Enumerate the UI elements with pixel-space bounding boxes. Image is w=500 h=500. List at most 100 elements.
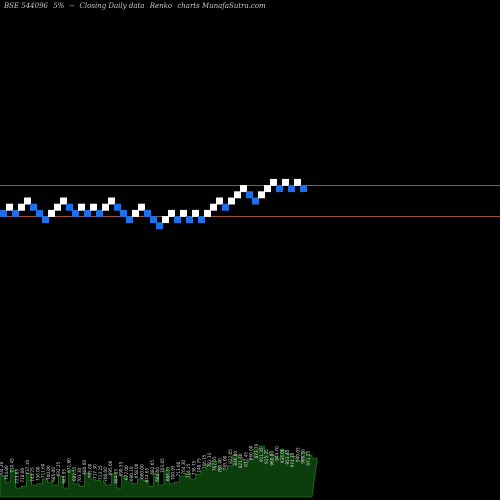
title-chart-kind: Renko <box>149 2 173 10</box>
chart-title: BSE 544096 5% -- Closing Daily data Renk… <box>4 2 269 10</box>
volume-label: 953.40 <box>285 450 290 465</box>
renko-brick-up <box>258 191 265 199</box>
renko-brick-up <box>162 216 169 224</box>
renko-brick-down <box>42 216 49 224</box>
volume-panel <box>0 445 318 498</box>
renko-brick-up <box>294 178 301 186</box>
volume-label: 683.95 <box>61 469 66 484</box>
renko-brick-up <box>132 209 139 217</box>
volume-label: 760.00 <box>217 458 222 473</box>
renko-brick-up <box>90 203 97 211</box>
volume-label: 846.00 <box>233 451 238 466</box>
renko-brick-down <box>120 209 127 217</box>
renko-brick-up <box>234 191 241 199</box>
renko-bricks <box>0 178 307 230</box>
renko-brick-down <box>174 216 181 224</box>
renko-brick-up <box>6 203 13 211</box>
volume-label: 940.05 <box>295 447 300 462</box>
volume-label: 710.45 <box>9 458 14 473</box>
volume-label: 767.05 <box>212 456 217 471</box>
volume-label: 718.00 <box>20 468 25 483</box>
renko-brick-down <box>84 209 91 217</box>
volume-label: 704.20 <box>0 461 4 476</box>
renko-brick-down <box>66 203 73 211</box>
volume-label: 766.75 <box>202 454 207 469</box>
renko-brick-down <box>150 216 157 224</box>
volume-label: 911.35 <box>259 447 264 462</box>
volume-label: 704.80 <box>4 465 9 480</box>
volume-label: 685.00 <box>51 467 56 482</box>
volume-label: 671.80 <box>67 458 72 473</box>
volume-label: 971.25 <box>306 451 311 466</box>
renko-brick-down <box>96 209 103 217</box>
renko-brick-up <box>138 203 145 211</box>
renko-brick-up <box>228 197 235 205</box>
renko-brick-down <box>252 197 259 205</box>
volume-label: 713.00 <box>176 461 181 476</box>
renko-brick-up <box>54 203 61 211</box>
volume-label: 700.00 <box>46 465 51 480</box>
volume-label: 682.65 <box>150 460 155 475</box>
renko-brick-up <box>108 197 115 205</box>
title-brick-size: 5% <box>53 2 65 10</box>
volume-label: 684.85 <box>113 469 118 484</box>
renko-brick-down <box>288 185 295 193</box>
volume-label: 700.00 <box>103 467 108 482</box>
volume-label: 684.60 <box>155 467 160 482</box>
volume-label: 821.40 <box>238 453 243 468</box>
volume-label: 736.00 <box>35 466 40 481</box>
renko-brick-down <box>12 209 19 217</box>
volume-label: 658.00 <box>134 463 139 478</box>
volume-label: 944.70 <box>275 446 280 461</box>
volume-label: 690.10 <box>129 466 134 481</box>
renko-brick-up <box>204 209 211 217</box>
renko-brick-up <box>216 197 223 205</box>
title-separator: -- <box>69 2 75 10</box>
volume-label: 743.75 <box>30 467 35 482</box>
volume-label: 860.00 <box>249 445 254 460</box>
renko-brick-down <box>114 203 121 211</box>
volume-label: 686.35 <box>165 466 170 481</box>
renko-brick-up <box>264 185 271 193</box>
volume-label: 692.25 <box>56 461 61 476</box>
level-lines <box>0 185 500 217</box>
volume-label: 703.05 <box>160 458 165 473</box>
volume-label: 682.55 <box>72 466 77 481</box>
title-symbol: BSE 544096 <box>4 2 48 10</box>
volume-label: 711.60 <box>41 463 46 478</box>
volume-label: 674.65 <box>145 468 150 483</box>
volume-label: 785.00 <box>223 455 228 470</box>
volume-label: 822.05 <box>228 449 233 464</box>
volume-label: 737.10 <box>25 460 30 475</box>
title-caption: Closing Daily data <box>79 2 145 10</box>
volume-label: 714.25 <box>186 463 191 478</box>
renko-brick-up <box>60 197 67 205</box>
renko-brick-up <box>282 178 289 186</box>
volume-label: 677.00 <box>124 465 129 480</box>
renko-brick-down <box>36 209 43 217</box>
volume-label: 704.30 <box>181 460 186 475</box>
renko-brick-up <box>210 203 217 211</box>
renko-brick-down <box>156 222 163 230</box>
renko-brick-up <box>192 209 199 217</box>
volume-label: 700.95 <box>171 465 176 480</box>
renko-brick-down <box>186 216 193 224</box>
renko-brick-up <box>24 197 31 205</box>
volume-label: 925.75 <box>264 449 269 464</box>
renko-brick-down <box>30 203 37 211</box>
volume-label: 974.30 <box>290 452 295 467</box>
volume-label: 960.00 <box>269 451 274 466</box>
volume-label: 680.00 <box>82 460 87 475</box>
renko-brick-up <box>48 209 55 217</box>
renko-brick-up <box>270 178 277 186</box>
volume-label: 690.55 <box>119 461 124 476</box>
renko-brick-down <box>72 209 79 217</box>
volume-label: 832.45 <box>243 452 248 467</box>
renko-brick-down <box>144 209 151 217</box>
volume-area <box>0 445 318 498</box>
volume-label: 703.30 <box>77 468 82 483</box>
renko-brick-up <box>180 209 187 217</box>
renko-brick-down <box>300 185 307 193</box>
